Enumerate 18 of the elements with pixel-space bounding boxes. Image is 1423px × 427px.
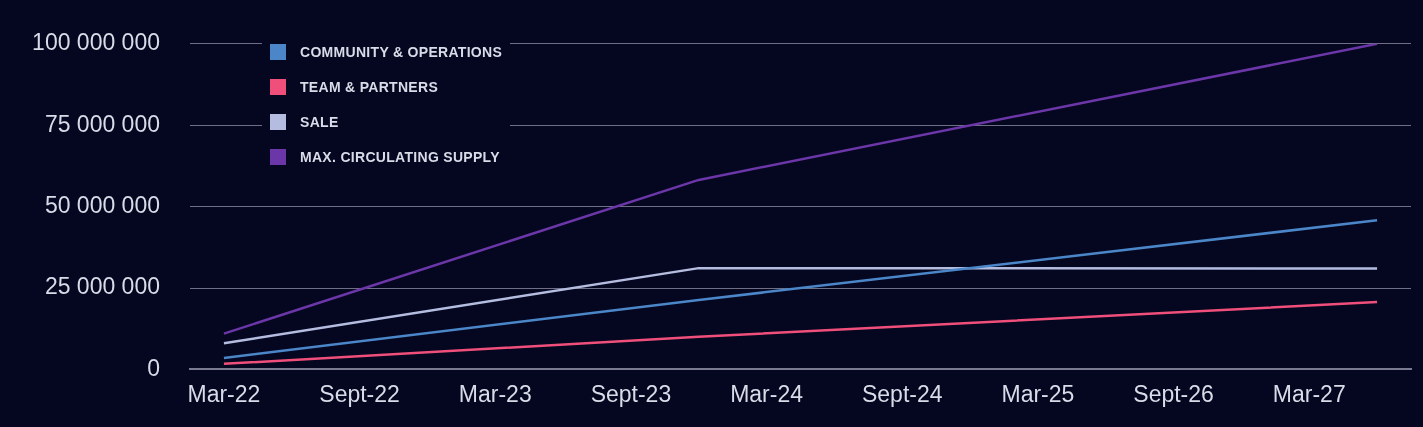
x-tick-label: Sept-22	[319, 380, 400, 407]
legend-label: TEAM & PARTNERS	[300, 78, 439, 95]
x-tick-label: Sept-26	[1133, 380, 1214, 407]
x-tick-label: Sept-24	[861, 380, 943, 407]
x-tick-label: Mar-27	[1272, 380, 1346, 407]
x-tick-label: Mar-24	[730, 380, 804, 407]
y-tick-label: 75 000 000	[44, 110, 160, 137]
legend-label: MAX. CIRCULATING SUPPLY	[300, 148, 500, 165]
y-tick-label: 100 000 000	[32, 29, 160, 56]
legend-label: SALE	[300, 113, 339, 130]
x-tick-label: Mar-25	[1001, 380, 1075, 407]
y-tick-label: 50 000 000	[44, 191, 160, 218]
y-tick-label: 0	[147, 354, 160, 381]
y-tick-label: 25 000 000	[44, 273, 160, 300]
x-tick-label: Mar-23	[458, 380, 532, 407]
x-tick-label: Sept-23	[590, 380, 672, 407]
legend-label: COMMUNITY & OPERATIONS	[300, 43, 503, 60]
x-tick-label: Mar-22	[187, 380, 261, 407]
